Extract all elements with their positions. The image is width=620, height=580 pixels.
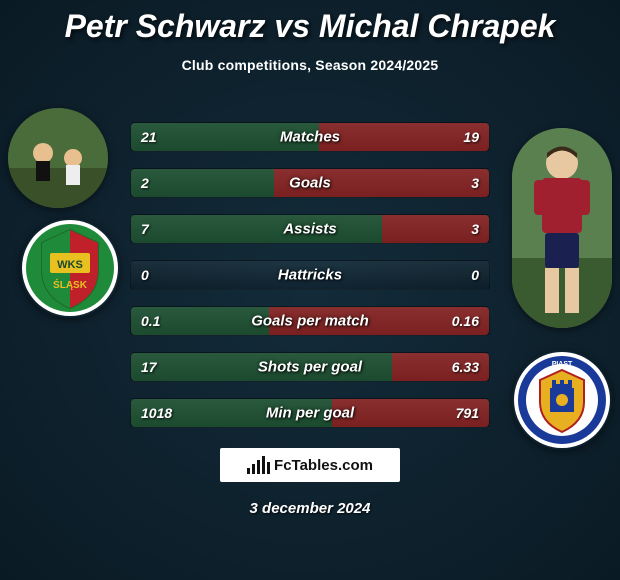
- subtitle: Club competitions, Season 2024/2025: [0, 57, 620, 73]
- stat-row: Hattricks0 0: [130, 260, 490, 290]
- stat-value-right: 0: [471, 267, 479, 283]
- stat-bar-left: [131, 307, 269, 335]
- logo-text: FcTables.com: [274, 457, 373, 474]
- stat-bar-right: [332, 399, 489, 427]
- stat-bar-left: [131, 169, 274, 197]
- stat-value-left: 0: [141, 267, 149, 283]
- svg-text:PIAST: PIAST: [552, 361, 573, 368]
- player1-photo-svg: [8, 108, 108, 208]
- stat-row: Goals23: [130, 168, 490, 198]
- logo-bars-icon: [247, 456, 270, 474]
- page-title: Petr Schwarz vs Michal Chrapek: [0, 0, 620, 45]
- stat-label: Hattricks: [131, 267, 489, 284]
- player2-name: Michal Chrapek: [319, 8, 556, 44]
- crest-piast-icon: PIAST: [512, 350, 612, 450]
- stat-row: Shots per goal176.33: [130, 352, 490, 382]
- player1-photo: [8, 108, 108, 208]
- player2-club-crest: PIAST: [512, 350, 612, 450]
- stat-row: Assists73: [130, 214, 490, 244]
- fctables-logo: FcTables.com: [220, 448, 400, 482]
- date-label: 3 december 2024: [0, 500, 620, 517]
- stat-bar-left: [131, 353, 392, 381]
- stat-bar-right: [269, 307, 489, 335]
- stat-bar-left: [131, 123, 319, 151]
- stat-bar-right: [382, 215, 489, 243]
- stat-row: Goals per match0.10.16: [130, 306, 490, 336]
- stat-row: Min per goal1018791: [130, 398, 490, 428]
- player1-name: Petr Schwarz: [65, 8, 266, 44]
- vs-label: vs: [274, 8, 310, 44]
- stat-bar-left: [131, 215, 382, 243]
- stat-bar-right: [274, 169, 489, 197]
- comparison-card: Petr Schwarz vs Michal Chrapek Club comp…: [0, 0, 620, 580]
- svg-text:WKS: WKS: [57, 259, 83, 271]
- crest-slask-icon: WKS ŚLĄSK: [20, 218, 120, 318]
- stat-bar-left: [131, 399, 332, 427]
- stat-row: Matches2119: [130, 122, 490, 152]
- player2-photo: [512, 128, 612, 328]
- stats-table: Matches2119 Goals23 Assists73 Hattricks0 0 Go…: [130, 122, 490, 444]
- stat-bar-right: [392, 353, 489, 381]
- player1-club-crest: WKS ŚLĄSK: [20, 218, 120, 318]
- svg-text:ŚLĄSK: ŚLĄSK: [53, 278, 88, 291]
- player2-photo-svg: [512, 128, 612, 328]
- stat-bar-right: [319, 123, 489, 151]
